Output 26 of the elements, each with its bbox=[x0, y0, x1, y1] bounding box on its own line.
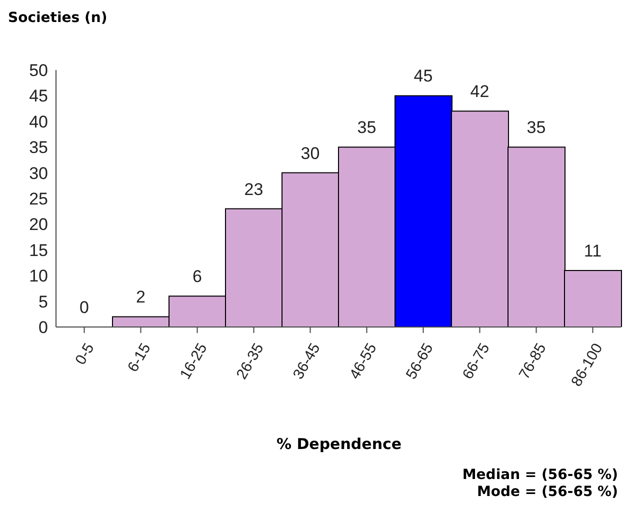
y-tick-label: 25 bbox=[29, 190, 48, 209]
data-label: 6 bbox=[192, 267, 202, 286]
y-tick-label: 40 bbox=[29, 112, 48, 132]
y-axis-title: Societies (n) bbox=[8, 9, 108, 28]
y-tick-label: 20 bbox=[29, 215, 48, 234]
data-label: 23 bbox=[244, 180, 264, 199]
y-tick-label: 50 bbox=[29, 61, 48, 80]
data-label: 30 bbox=[300, 144, 320, 163]
y-tick-label: 5 bbox=[38, 292, 48, 312]
data-label: 2 bbox=[136, 288, 146, 307]
data-label: 11 bbox=[584, 241, 602, 260]
y-tick-label: 15 bbox=[29, 240, 48, 260]
y-tick-label: 0 bbox=[38, 318, 48, 338]
y-tick-label: 10 bbox=[29, 266, 48, 286]
y-tick-label: 30 bbox=[29, 164, 48, 183]
x-axis-title: % Dependence bbox=[275, 435, 403, 453]
text: Mode = (56-65 %) bbox=[476, 484, 618, 501]
data-label: 42 bbox=[470, 82, 490, 102]
data-label: 35 bbox=[357, 118, 376, 138]
data-label: 0 bbox=[80, 298, 89, 317]
text: Median = (56-65 %) bbox=[461, 467, 618, 484]
y-tick-label: 35 bbox=[29, 138, 48, 158]
y-tick-label: 45 bbox=[29, 86, 48, 106]
x-tick-label: 0-5 bbox=[72, 340, 98, 368]
data-label: 45 bbox=[414, 66, 433, 86]
data-label: 35 bbox=[526, 118, 546, 138]
